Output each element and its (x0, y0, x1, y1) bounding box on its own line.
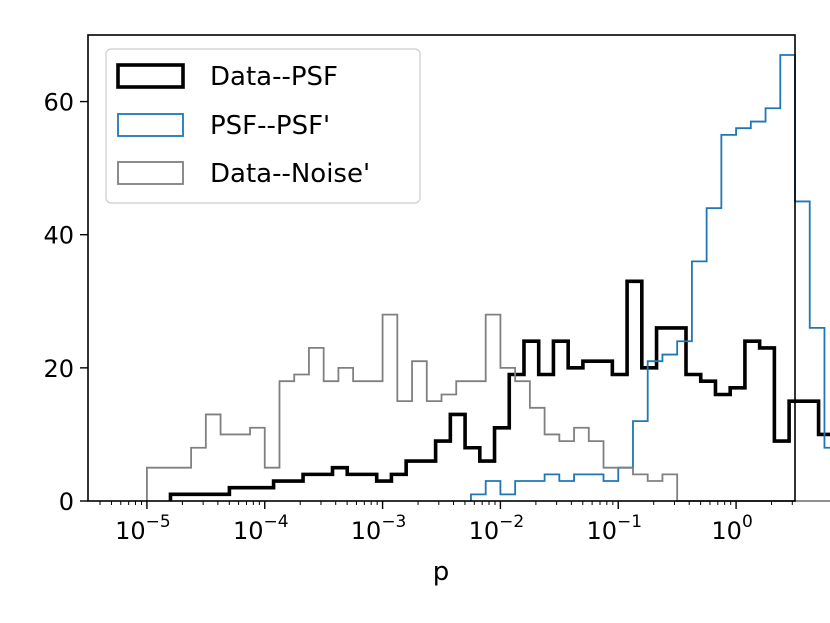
x-axis-label: p (433, 557, 450, 587)
y-tick-label: 20 (43, 355, 74, 383)
legend-label-psf-psf: PSF--PSF' (210, 111, 330, 141)
y-tick-label: 0 (59, 488, 74, 516)
x-tick-label: 10−4 (233, 512, 289, 545)
legend: Data--PSF PSF--PSF' Data--Noise' (105, 48, 421, 204)
y-tick-label: 60 (43, 89, 74, 117)
x-tick-label: 10−3 (351, 512, 407, 545)
x-tick-label: 10−1 (586, 512, 642, 545)
legend-label-data-psf: Data--PSF (210, 62, 338, 92)
axes-frame (87, 34, 796, 502)
y-axis-ticks: 0 20 40 60 (43, 89, 88, 516)
x-tick-label: 100 (711, 512, 752, 545)
legend-swatch-data-psf (116, 63, 185, 89)
legend-swatch-psf-psf (117, 113, 184, 137)
x-axis-ticks: 10−5 10−4 10−3 10−2 10−1 100 (99, 501, 793, 545)
y-tick-label: 40 (43, 222, 74, 250)
x-tick-label: 10−5 (115, 512, 171, 545)
series-step-data-psf (168, 279, 830, 501)
legend-swatch-data-noise (117, 161, 184, 185)
series-step-psf-psf (470, 54, 830, 501)
x-tick-label: 10−2 (469, 512, 525, 545)
legend-label-data-noise: Data--Noise' (210, 159, 370, 189)
